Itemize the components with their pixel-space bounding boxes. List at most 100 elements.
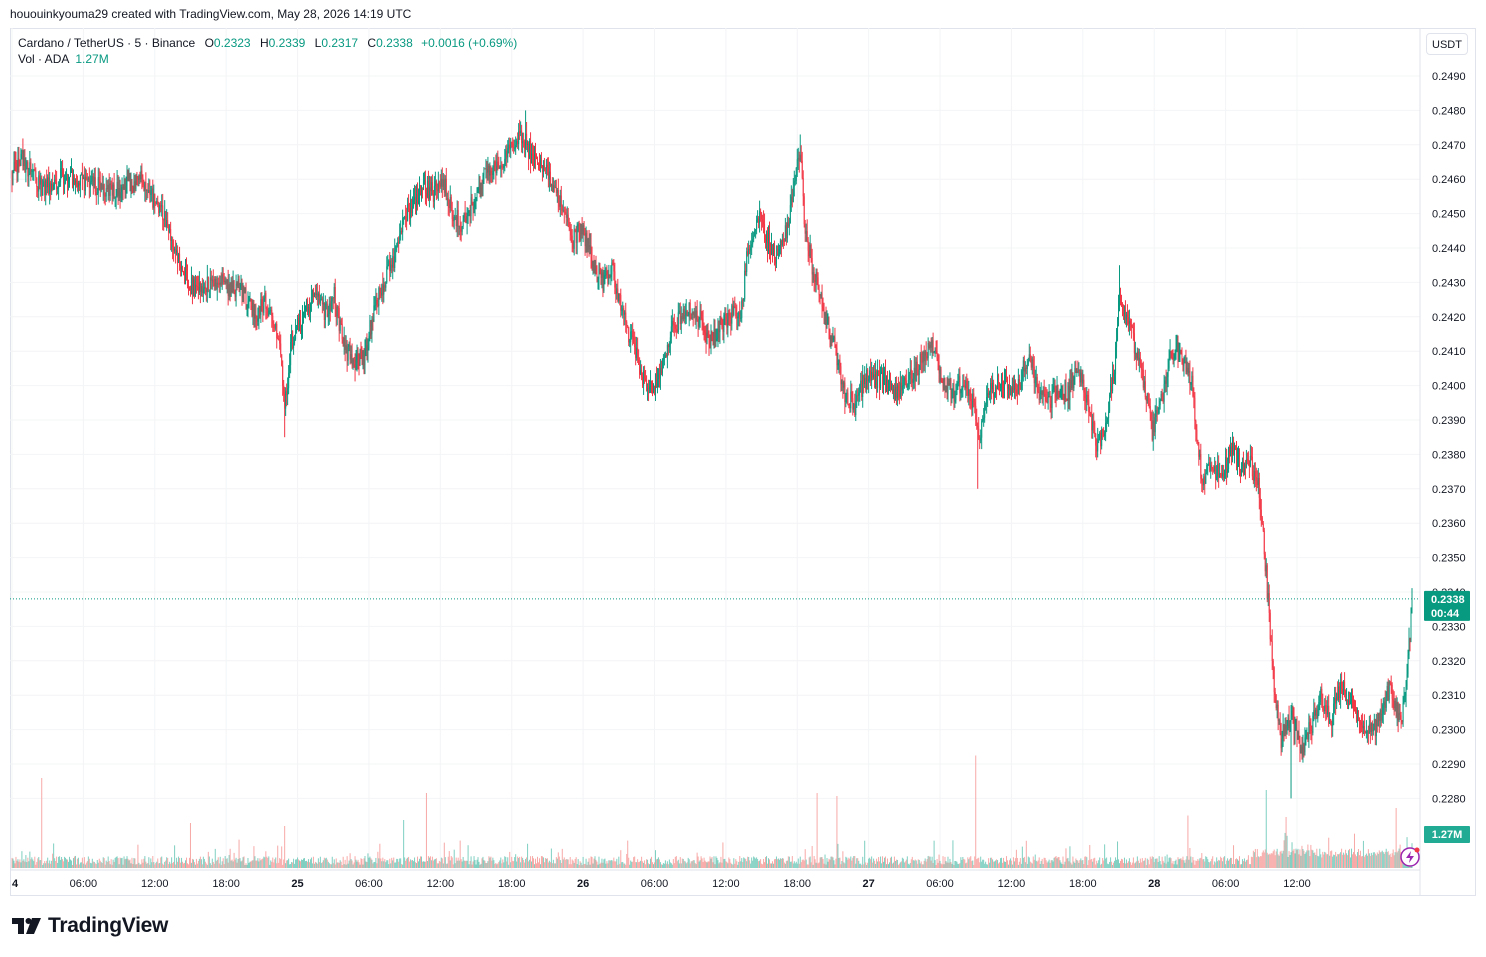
time-axis[interactable]: 4 06:00 12:00 18:00 25 06:00 12:00 18:00 26 06:00… (12, 878, 1311, 890)
volume-bar (499, 860, 501, 868)
candle-body (489, 170, 491, 176)
volume-bar (606, 861, 608, 868)
candle-body (1239, 469, 1241, 477)
candle-body (601, 272, 603, 279)
candle-body (1051, 392, 1053, 408)
volume-bar (517, 856, 519, 868)
candle-body (802, 177, 804, 197)
volume-bar (495, 862, 497, 868)
volume-bar (1261, 852, 1263, 868)
volume-bar (441, 858, 443, 868)
candle-body (250, 298, 252, 302)
candle-body (627, 326, 629, 328)
volume-bar (946, 862, 948, 868)
volume-bar (1118, 859, 1120, 868)
candle-body (701, 311, 703, 319)
candle-body (1124, 310, 1126, 320)
volume-bar (375, 857, 377, 868)
volume-bar (344, 859, 346, 868)
last-price-badge: 0.2338 00:44 (1424, 590, 1470, 621)
volume-bar (631, 861, 633, 868)
candle-body (1175, 346, 1177, 356)
symbol-title[interactable]: Cardano / TetherUS · 5 · Binance (18, 36, 196, 50)
candle-body (149, 190, 151, 195)
candle-body (724, 314, 726, 315)
candle-body (525, 133, 527, 149)
volume-bar (896, 859, 898, 868)
volume-bar (1092, 861, 1094, 868)
volume-bar (716, 857, 718, 868)
candle-body (32, 170, 34, 172)
volume-bar (163, 864, 165, 868)
candle-body (1028, 354, 1030, 362)
candle-body (202, 288, 204, 293)
volume-bar (1227, 858, 1229, 868)
volume-bar (182, 861, 184, 868)
replay-icon[interactable] (1400, 847, 1420, 867)
volume-bar (150, 858, 152, 868)
volume-bar (645, 864, 647, 868)
candle-body (922, 352, 924, 363)
volume-bar (475, 864, 477, 868)
volume-bar (858, 860, 860, 868)
volume-bar (654, 850, 656, 868)
volume-bar (536, 863, 538, 868)
currency-button[interactable]: USDT (1426, 33, 1468, 55)
volume-bar (236, 862, 238, 868)
volume-bar (317, 858, 319, 868)
volume-bar (1026, 863, 1028, 868)
volume-bar (1256, 849, 1258, 868)
volume-bar (1245, 860, 1247, 868)
candle-body (167, 220, 169, 226)
candle-body (219, 282, 221, 285)
candle-body (160, 205, 162, 207)
volume-bar (1130, 864, 1132, 868)
volume-bar (417, 856, 419, 868)
price-axis[interactable]: 0.24900.24800.24700.24600.24500.24400.24… (1432, 71, 1466, 805)
volume-bar (627, 840, 629, 868)
candle-body (1382, 705, 1384, 714)
candle-body (965, 380, 967, 389)
volume-bar (624, 863, 626, 868)
volume-bar (166, 857, 168, 868)
candle-body (1281, 738, 1283, 749)
candle-body (1035, 376, 1037, 381)
volume-bar (46, 860, 48, 868)
candle-body (1062, 390, 1064, 395)
volume-bar (1096, 860, 1098, 868)
volume-bar (176, 857, 178, 868)
volume-bar (863, 864, 865, 868)
volume-bar (1174, 860, 1176, 868)
volume-bar (453, 849, 455, 868)
candle-body (366, 345, 368, 351)
volume-bar (921, 864, 923, 868)
volume-title[interactable]: Vol · ADA (18, 52, 70, 66)
volume-bar (790, 861, 792, 868)
volume-bar (976, 859, 978, 868)
candle-body (970, 398, 972, 401)
volume-bar (1310, 844, 1312, 868)
candle-body (244, 291, 246, 293)
candle-body (773, 244, 775, 260)
volume-bar (1023, 856, 1025, 868)
volume-bar (664, 860, 666, 868)
candle-body (676, 329, 678, 333)
volume-bar (638, 862, 640, 868)
tradingview-brand[interactable]: TradingView (12, 914, 168, 938)
volume-bar (1050, 860, 1052, 868)
candle-body (148, 190, 150, 193)
volume-bar (77, 857, 79, 868)
volume-bar (818, 862, 820, 868)
candle-body (192, 279, 194, 294)
candle-body (1173, 358, 1175, 360)
volume-bar (1167, 861, 1169, 868)
volume-bar (13, 860, 15, 868)
candle-body (653, 385, 655, 392)
volume-bar (551, 863, 553, 868)
volume-bar (644, 860, 646, 868)
volume-bar (1162, 860, 1164, 868)
candle-body (1127, 316, 1129, 324)
candle-body (1339, 686, 1341, 698)
candle-body (1390, 683, 1392, 685)
